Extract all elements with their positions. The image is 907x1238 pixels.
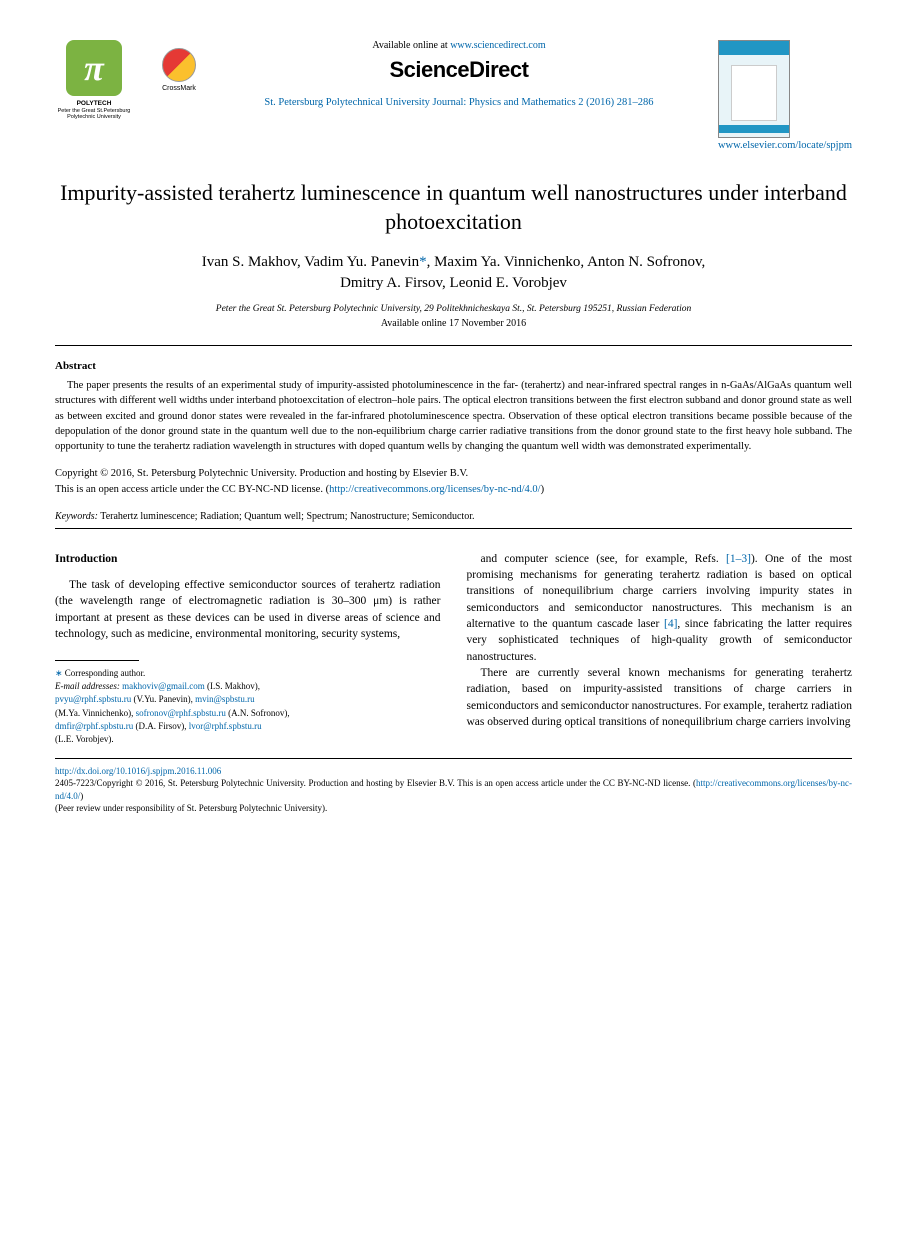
email-who-4: (D.A. Firsov),: [133, 721, 189, 731]
corresponding-author-note: ∗ Corresponding author.: [55, 667, 441, 680]
sciencedirect-url[interactable]: www.sciencedirect.com: [450, 40, 545, 51]
email-who-3: (A.N. Sofronov),: [226, 708, 290, 718]
keywords-label: Keywords:: [55, 511, 98, 522]
footer-separator: [55, 758, 852, 759]
copyright-line: Copyright © 2016, St. Petersburg Polytec…: [55, 466, 852, 481]
email-who-2: (M.Ya. Vinnichenko),: [55, 708, 136, 718]
ref-4[interactable]: [4]: [664, 618, 677, 630]
email-vorobjev[interactable]: lvor@rphf.spbstu.ru: [189, 721, 262, 731]
copyright-block: Copyright © 2016, St. Petersburg Polytec…: [55, 466, 852, 496]
right-header: www.elsevier.com/locate/spjpm: [718, 40, 852, 151]
email-who-1: (V.Yu. Panevin),: [131, 694, 195, 704]
divider: [55, 345, 852, 346]
polytech-name: POLYTECH: [55, 100, 133, 107]
email-addresses: E-mail addresses: makhoviv@gmail.com (I.…: [55, 680, 441, 745]
ref-1-3[interactable]: [1–3]: [726, 553, 751, 565]
affiliation: Peter the Great St. Petersburg Polytechn…: [55, 304, 852, 314]
crossmark-icon: [162, 48, 196, 82]
intro-p2: and computer science (see, for example, …: [467, 551, 853, 665]
authors-line1a: Ivan S. Makhov, Vadim Yu. Panevin: [202, 254, 419, 270]
intro-p1: The task of developing effective semicon…: [55, 577, 441, 642]
intro-p3: There are currently several known mechan…: [467, 665, 853, 730]
page-header: π POLYTECH Peter the Great St.Petersburg…: [55, 40, 852, 151]
license-suffix: ): [541, 484, 545, 495]
center-header: Available online at www.sciencedirect.co…: [200, 40, 718, 108]
email-firsov[interactable]: dmfir@rphf.spbstu.ru: [55, 721, 133, 731]
footnotes: ∗ Corresponding author. E-mail addresses…: [55, 667, 441, 745]
doi-link[interactable]: http://dx.doi.org/10.1016/j.spjpm.2016.1…: [55, 766, 221, 776]
authors-line1b: , Maxim Ya. Vinnichenko, Anton N. Sofron…: [427, 254, 706, 270]
email-makhov[interactable]: makhoviv@gmail.com: [122, 681, 205, 691]
email-who-5: (L.E. Vorobjev).: [55, 734, 114, 744]
available-online-date: Available online 17 November 2016: [55, 318, 852, 329]
crossmark-badge[interactable]: CrossMark: [158, 48, 200, 92]
logo-group: π POLYTECH Peter the Great St.Petersburg…: [55, 40, 200, 120]
journal-citation: St. Petersburg Polytechnical University …: [210, 97, 708, 108]
peer-review-note: (Peer review under responsibility of St.…: [55, 803, 327, 813]
email-panevin[interactable]: pvyu@rphf.spbstu.ru: [55, 694, 131, 704]
polytech-subtitle: Peter the Great St.Petersburg Polytechni…: [55, 108, 133, 120]
polytech-logo: π POLYTECH Peter the Great St.Petersburg…: [55, 40, 133, 120]
authors-line2: Dmitry A. Firsov, Leonid E. Vorobjev: [340, 275, 567, 291]
authors: Ivan S. Makhov, Vadim Yu. Panevin*, Maxi…: [55, 252, 852, 294]
abstract-heading: Abstract: [55, 360, 852, 372]
footnote-separator: [55, 660, 139, 661]
p2a: and computer science (see, for example, …: [481, 553, 727, 565]
abstract-body: The paper presents the results of an exp…: [55, 378, 852, 454]
available-online: Available online at www.sciencedirect.co…: [210, 40, 708, 51]
left-column: Introduction The task of developing effe…: [55, 551, 441, 746]
sciencedirect-logo: ScienceDirect: [210, 57, 708, 83]
corresponding-text: Corresponding author.: [65, 668, 146, 678]
email-vinnichenko[interactable]: mvin@spbstu.ru: [195, 694, 255, 704]
introduction-heading: Introduction: [55, 551, 441, 567]
cc-license-link[interactable]: http://creativecommons.org/licenses/by-n…: [329, 484, 541, 495]
article-title: Impurity-assisted terahertz luminescence…: [55, 179, 852, 236]
body-columns: Introduction The task of developing effe…: [55, 551, 852, 746]
footer-block: http://dx.doi.org/10.1016/j.spjpm.2016.1…: [55, 765, 852, 815]
journal-cover-thumbnail: [718, 40, 790, 138]
crossmark-label: CrossMark: [158, 85, 200, 92]
issn-line-b: ): [80, 791, 83, 801]
keywords-list: Terahertz luminescence; Radiation; Quant…: [98, 511, 475, 522]
right-column: and computer science (see, for example, …: [467, 551, 853, 746]
issn-line-a: 2405-7223/Copyright © 2016, St. Petersbu…: [55, 778, 696, 788]
license-prefix: This is an open access article under the…: [55, 484, 329, 495]
email-label: E-mail addresses:: [55, 681, 120, 691]
keywords-line: Keywords: Terahertz luminescence; Radiat…: [55, 511, 852, 522]
corresponding-asterisk: *: [419, 254, 427, 270]
elsevier-locate-link[interactable]: www.elsevier.com/locate/spjpm: [718, 140, 852, 151]
email-who-0: (I.S. Makhov),: [205, 681, 260, 691]
pi-icon: π: [66, 40, 122, 96]
divider: [55, 528, 852, 529]
email-sofronov[interactable]: sofronov@rphf.spbstu.ru: [136, 708, 226, 718]
available-online-prefix: Available online at: [372, 40, 450, 51]
license-line: This is an open access article under the…: [55, 482, 852, 497]
